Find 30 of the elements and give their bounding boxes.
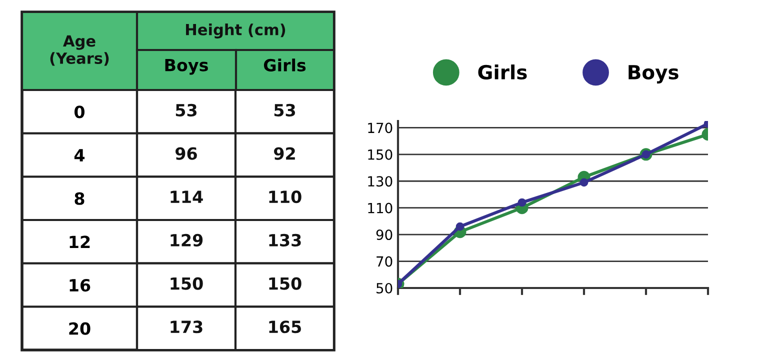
data-label: 165 <box>269 320 301 334</box>
y-tick-label: 20 <box>69 322 90 335</box>
data-label: 53 <box>274 104 296 117</box>
data-label: 133 <box>269 234 301 247</box>
data-label: 92 <box>274 147 295 160</box>
y-tick-label: 170 <box>368 122 392 134</box>
point <box>456 222 464 231</box>
data-label: 110 <box>269 190 302 204</box>
y-tick-label: 110 <box>368 202 392 214</box>
y-tick-label: 12 <box>70 236 90 248</box>
data-label: 150 <box>269 277 302 290</box>
text: Height (cm) <box>186 24 286 38</box>
y-tick-label: 4 <box>74 149 85 162</box>
data-label: 150 <box>170 277 203 290</box>
text: Age (Years) <box>50 35 109 66</box>
data-label: 173 <box>170 320 202 334</box>
y-tick-label: 16 <box>70 278 90 292</box>
y-tick-label: 50 <box>376 282 392 294</box>
point <box>518 198 526 207</box>
point <box>580 178 588 187</box>
data-label: 114 <box>170 190 203 203</box>
y-tick-label: 90 <box>376 230 392 240</box>
y-tick-label: 70 <box>376 256 392 267</box>
data-label: 129 <box>170 234 203 247</box>
y-tick-label: 0 <box>74 106 84 118</box>
y-tick-label: 8 <box>74 192 84 205</box>
data-label: 53 <box>176 104 197 117</box>
data-label: 96 <box>176 147 197 160</box>
y-tick-label: 150 <box>368 149 392 160</box>
y-tick-label: 130 <box>368 176 392 187</box>
